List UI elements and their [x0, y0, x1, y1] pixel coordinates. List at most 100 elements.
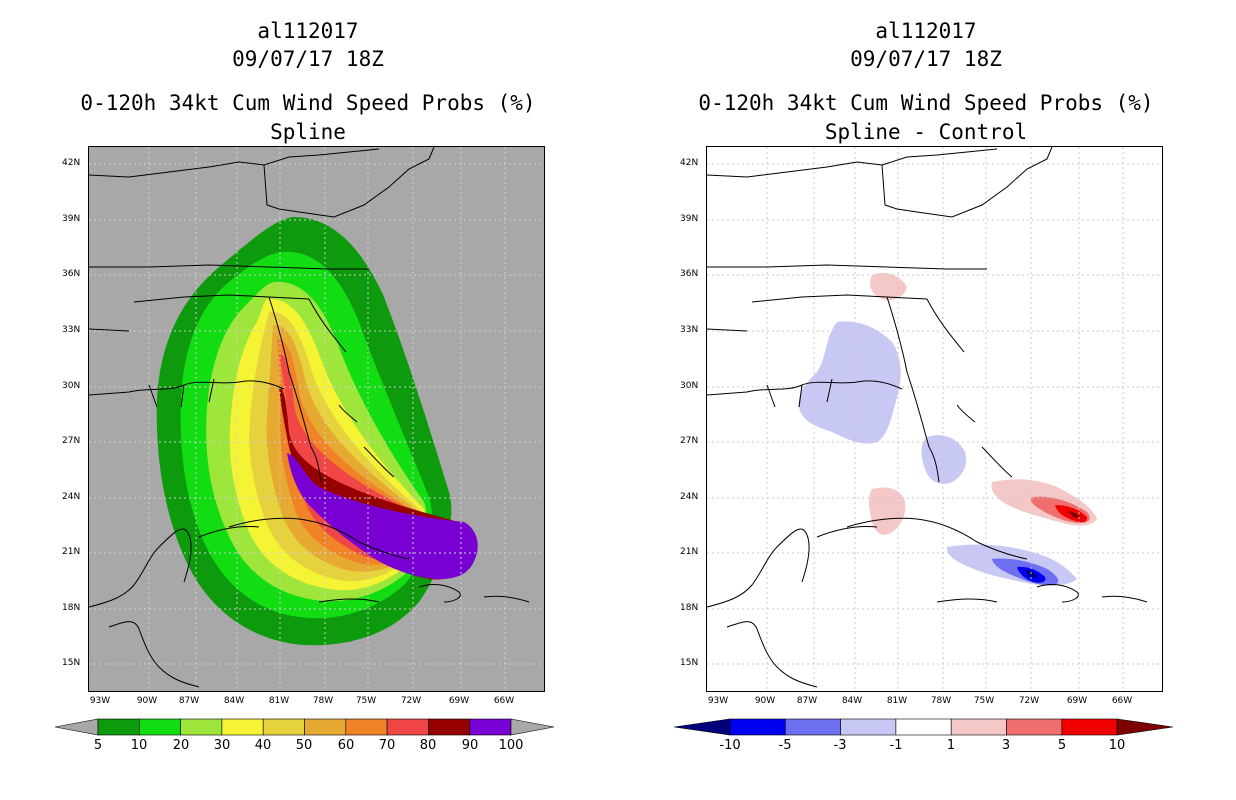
right-map	[707, 147, 1162, 691]
diff-neg-light-bahamas	[921, 435, 967, 484]
colorbar-label: 10	[1108, 738, 1126, 753]
colorbar-label: 5	[1057, 738, 1067, 753]
lon-label: 81W	[268, 696, 290, 706]
colorbar-label: 90	[461, 738, 479, 753]
colorbar-label: 100	[498, 738, 524, 753]
left-colorbar-swatch	[304, 718, 347, 736]
lat-label: 39N	[680, 214, 699, 224]
lon-label: 69W	[1066, 696, 1088, 706]
lon-label: 78W	[930, 696, 952, 706]
right-colorbar-swatch	[840, 718, 897, 736]
left-colorbar	[55, 718, 555, 736]
colorbar-label: 30	[213, 738, 231, 753]
colorbar-label: -3	[833, 738, 847, 753]
right-colorbar-swatch	[895, 718, 952, 736]
lat-label: 27N	[680, 436, 699, 446]
lat-label: 27N	[62, 436, 81, 446]
colorbar-label: 3	[1001, 738, 1011, 753]
left-colorbar-swatch	[180, 718, 223, 736]
left-colorbar-swatch	[97, 718, 140, 736]
colorbar-label: 60	[337, 738, 355, 753]
lat-label: 15N	[680, 658, 699, 668]
left-subtitle: Spline	[270, 120, 346, 144]
right-coastlines	[707, 147, 1148, 688]
lon-label: 93W	[707, 696, 729, 706]
contour-90	[287, 453, 478, 580]
right-gridlines	[707, 147, 1162, 691]
lon-label: 81W	[886, 696, 908, 706]
lon-label: 66W	[493, 696, 515, 706]
right-subtitle: Spline - Control	[824, 120, 1028, 144]
left-title: 0-120h 34kt Cum Wind Speed Probs (%)	[80, 91, 536, 115]
lon-label: 87W	[796, 696, 818, 706]
right-colorbar	[674, 718, 1174, 736]
lat-label: 15N	[62, 658, 81, 668]
right-datetime: 09/07/17 18Z	[850, 47, 1002, 71]
left-datetime: 09/07/17 18Z	[232, 47, 384, 71]
right-colorbar-low-arrow	[674, 718, 731, 736]
lon-label: 87W	[178, 696, 200, 706]
colorbar-label: 70	[378, 738, 396, 753]
colorbar-label: 20	[172, 738, 190, 753]
right-colorbar-swatch	[1006, 718, 1063, 736]
left-colorbar-low-arrow	[55, 718, 99, 736]
left-colorbar-swatch	[262, 718, 305, 736]
left-colorbar-swatch	[345, 718, 388, 736]
lat-label: 18N	[62, 603, 81, 613]
left-map-panel	[88, 146, 545, 692]
left-colorbar-swatch	[386, 718, 429, 736]
lat-label: 33N	[680, 325, 699, 335]
lon-label: 75W	[973, 696, 995, 706]
colorbar-label: -10	[719, 738, 741, 753]
lon-label: 72W	[1018, 696, 1040, 706]
lon-label: 84W	[223, 696, 245, 706]
lat-label: 21N	[680, 547, 699, 557]
lat-label: 36N	[62, 269, 81, 279]
lon-label: 66W	[1111, 696, 1133, 706]
left-colorbar-swatch	[469, 718, 512, 736]
left-map	[89, 147, 544, 691]
lon-label: 72W	[400, 696, 422, 706]
lat-label: 42N	[680, 158, 699, 168]
lat-label: 30N	[680, 381, 699, 391]
colorbar-label: 1	[946, 738, 956, 753]
lat-label: 33N	[62, 325, 81, 335]
lat-label: 36N	[680, 269, 699, 279]
left-storm-id: al112017	[257, 19, 359, 43]
colorbar-label: -1	[889, 738, 903, 753]
colorbar-label: -5	[778, 738, 792, 753]
colorbar-label: 80	[419, 738, 437, 753]
lat-label: 42N	[62, 158, 81, 168]
left-colorbar-high-arrow	[510, 718, 555, 736]
right-colorbar-swatch	[950, 718, 1007, 736]
left-gridlines	[89, 147, 544, 691]
diff-pos-light-cuba	[868, 487, 906, 535]
colorbar-label: 40	[254, 738, 272, 753]
lat-label: 24N	[62, 492, 81, 502]
lat-label: 30N	[62, 381, 81, 391]
left-colorbar-swatch	[428, 718, 470, 736]
diff-pos-darkest-atlantic	[1069, 511, 1080, 519]
lon-label: 90W	[754, 696, 776, 706]
right-colorbar-high-arrow	[1116, 718, 1174, 736]
right-colorbar-swatch	[729, 718, 786, 736]
left-colorbar-swatch	[221, 718, 264, 736]
lon-label: 78W	[312, 696, 334, 706]
colorbar-label: 50	[295, 738, 313, 753]
lon-label: 75W	[355, 696, 377, 706]
right-storm-id: al112017	[875, 19, 977, 43]
lat-label: 21N	[62, 547, 81, 557]
lon-label: 90W	[136, 696, 158, 706]
lon-label: 84W	[841, 696, 863, 706]
right-colorbar-swatch	[785, 718, 841, 736]
left-colorbar-swatch	[139, 718, 181, 736]
lon-label: 93W	[89, 696, 111, 706]
lat-label: 18N	[680, 603, 699, 613]
lat-label: 39N	[62, 214, 81, 224]
lat-label: 24N	[680, 492, 699, 502]
lon-label: 69W	[448, 696, 470, 706]
colorbar-label: 5	[93, 738, 103, 753]
right-map-background	[707, 147, 1162, 691]
left-coastlines	[89, 147, 530, 688]
right-colorbar-swatch	[1061, 718, 1118, 736]
